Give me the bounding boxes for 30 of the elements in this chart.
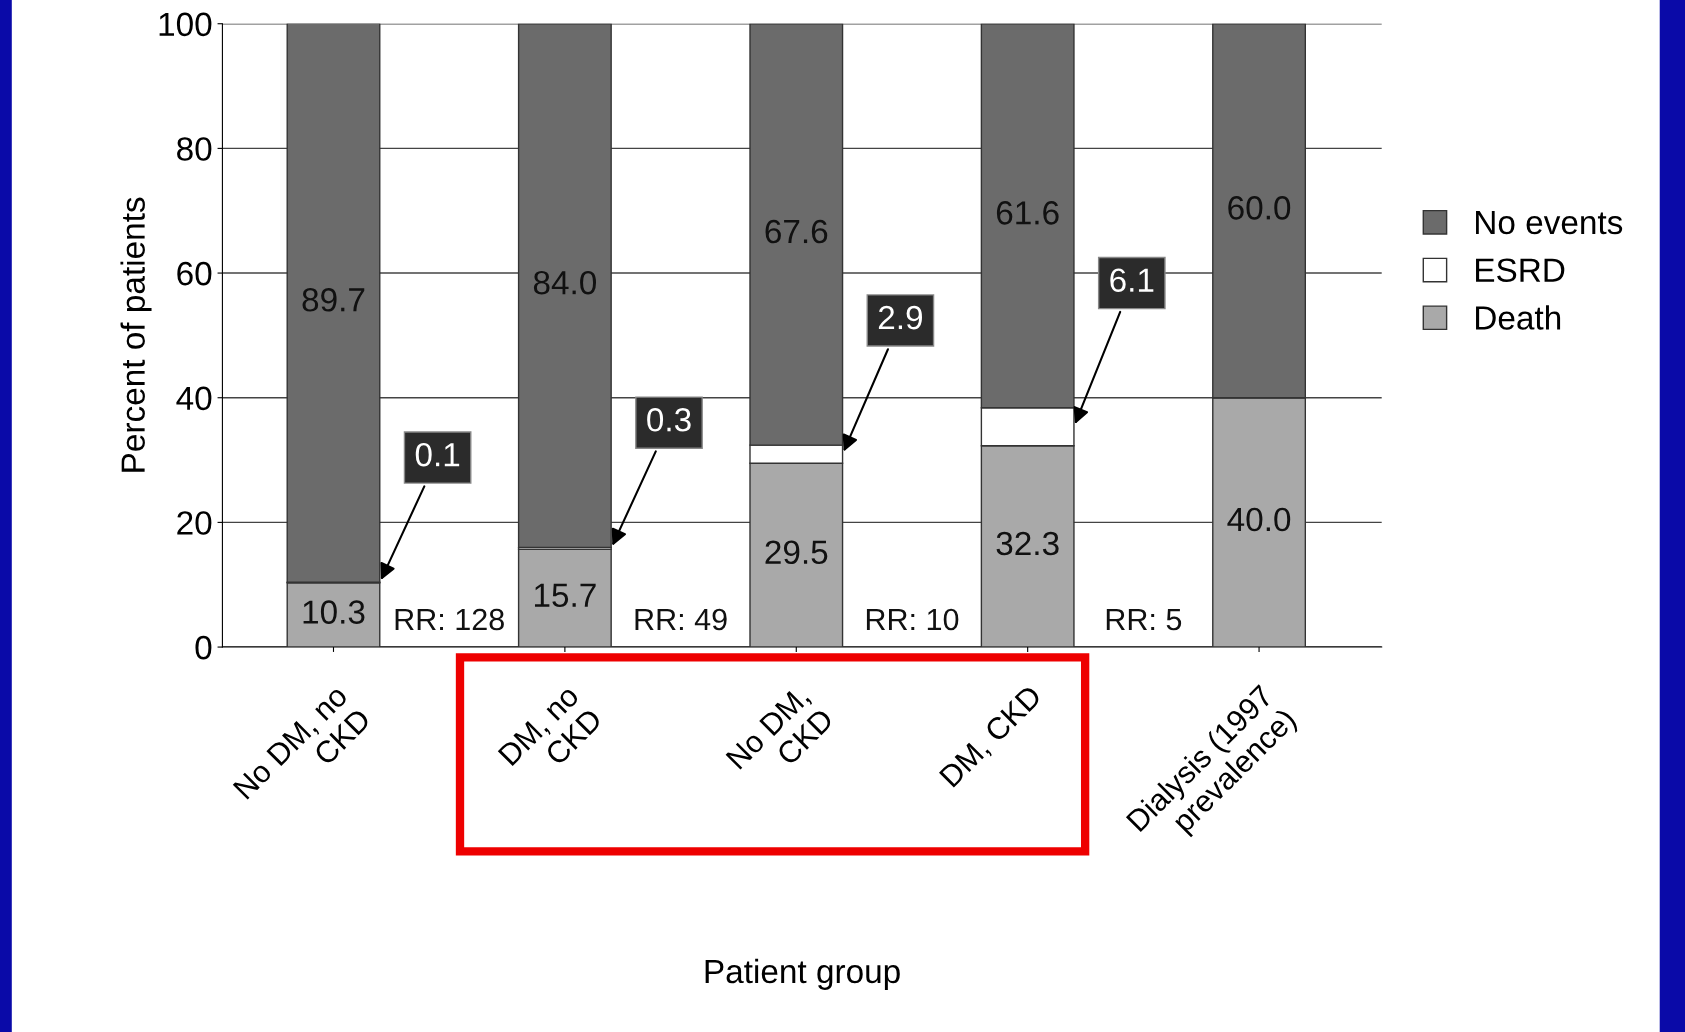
- x-tick-label: DM, CKD: [938, 684, 1046, 791]
- annotation: RR: 5: [1106, 609, 1182, 631]
- data-label: 6.1: [1110, 268, 1154, 292]
- data-label: 60.0: [1228, 196, 1291, 220]
- data-label: 84.0: [533, 270, 597, 295]
- y-tick-label: 60: [177, 261, 212, 286]
- data-label: 0.3: [647, 408, 691, 432]
- y-axis-title: Percent of patients: [120, 197, 152, 472]
- data-label: 2.9: [878, 305, 922, 330]
- y-tick-label: 100: [159, 12, 212, 37]
- data-label: 61.6: [996, 201, 1059, 225]
- data-label: 89.7: [302, 288, 365, 312]
- annotation: RR: 49: [635, 608, 727, 631]
- data-label: 29.5: [765, 540, 828, 565]
- y-tick-label: 20: [177, 511, 212, 535]
- data-label: 40.0: [1227, 507, 1291, 532]
- data-label: 15.7: [534, 583, 596, 608]
- data-label: 67.6: [765, 219, 828, 244]
- legend-label: No events: [1476, 211, 1623, 235]
- data-label: 10.3: [303, 600, 365, 624]
- annotation: RR: 10: [866, 608, 959, 631]
- y-tick-label: 0: [195, 635, 212, 660]
- x-axis-title: Patient group: [705, 958, 900, 990]
- y-tick-label: 40: [176, 386, 212, 411]
- data-label: 0.1: [415, 442, 460, 467]
- legend-label: ESRD: [1476, 258, 1565, 283]
- data-label: 32.3: [996, 531, 1059, 556]
- annotation: RR: 128: [395, 608, 504, 631]
- legend-label: Death: [1476, 305, 1561, 330]
- y-tick-label: 80: [177, 137, 212, 161]
